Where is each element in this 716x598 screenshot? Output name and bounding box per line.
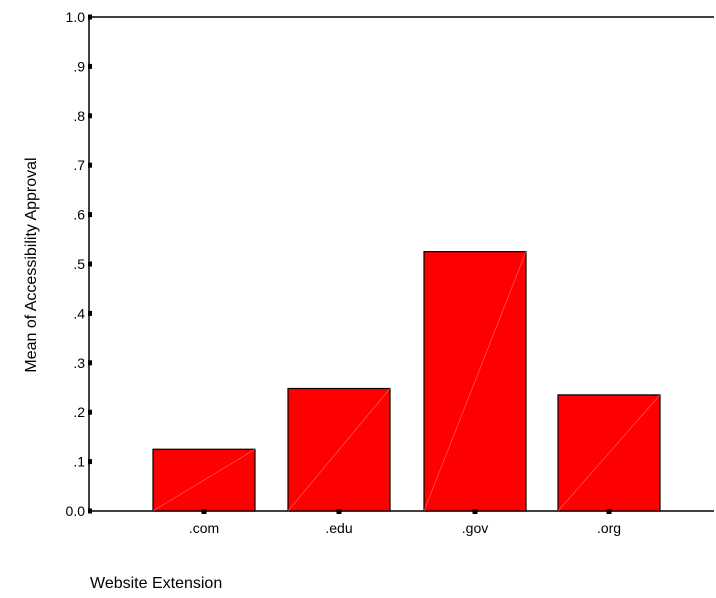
y-tick-label: .3	[73, 355, 85, 371]
bar-org	[557, 394, 661, 512]
bar-gov	[423, 251, 527, 512]
y-tick-label: .8	[73, 108, 85, 124]
y-tick-mark	[88, 113, 92, 119]
bar-diagonal	[152, 448, 256, 512]
y-tick-label: 0.0	[66, 503, 86, 519]
x-tick-mark	[201, 509, 207, 514]
x-axis-ticks: .com .edu .gov .org	[189, 509, 621, 536]
x-tick-label: .gov	[462, 520, 488, 536]
bars	[152, 251, 661, 512]
y-axis-ticks: 0.0 .1 .2 .3 .4 .5 .6 .7 .8 .9 1.0	[66, 9, 92, 519]
x-axis-title: Website Extension	[90, 575, 222, 592]
y-tick-mark	[88, 63, 92, 69]
y-tick-mark	[88, 14, 92, 20]
y-tick-mark	[88, 409, 92, 415]
x-tick-mark	[336, 509, 342, 514]
y-tick-mark	[88, 459, 92, 465]
y-tick-mark	[88, 310, 92, 316]
y-tick-label: .4	[73, 305, 85, 321]
y-tick-mark	[88, 212, 92, 218]
bar-diagonal	[287, 388, 391, 512]
y-tick-label: .1	[73, 454, 85, 470]
x-tick-mark	[472, 509, 478, 514]
x-tick-label: .org	[597, 520, 621, 536]
bar-edu	[287, 387, 391, 512]
x-tick-mark	[606, 509, 612, 514]
x-tick-label: .com	[189, 520, 219, 536]
y-tick-label: .9	[73, 58, 85, 74]
y-tick-label: .5	[73, 256, 85, 272]
y-tick-mark	[88, 261, 92, 267]
y-tick-label: 1.0	[66, 9, 86, 25]
y-tick-mark	[88, 162, 92, 168]
x-tick-label: .edu	[325, 520, 352, 536]
y-tick-label: .6	[73, 207, 85, 223]
y-tick-label: .7	[73, 157, 85, 173]
bar-diagonal	[423, 251, 527, 512]
bar-diagonal	[557, 394, 661, 512]
y-tick-label: .2	[73, 404, 85, 420]
y-axis-title: Mean of Accessibility Approval	[23, 157, 40, 372]
y-tick-mark	[88, 508, 92, 514]
y-tick-mark	[88, 360, 92, 366]
bar-com	[152, 448, 256, 512]
